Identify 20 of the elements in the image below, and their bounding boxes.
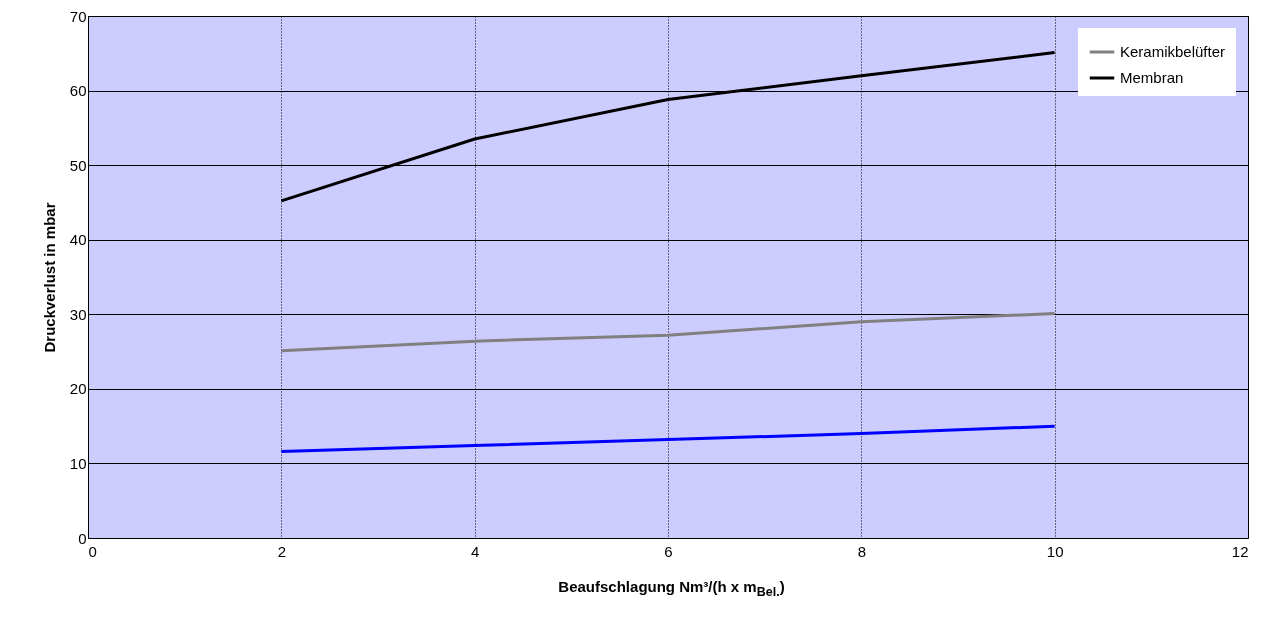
y-tick-label: 70 <box>69 7 87 25</box>
y-axis-title: Druckverlust in mbar <box>40 202 58 353</box>
x-tick-label: 2 <box>277 542 287 560</box>
y-tick-label: 30 <box>69 305 87 323</box>
y-tick-label: 20 <box>69 380 87 398</box>
x-tick-label: 6 <box>664 542 673 560</box>
y-tick-label: 0 <box>78 529 87 547</box>
x-axis-title: Beaufschlagung Nm³/(h x m$_{Bel.}$) <box>557 578 786 599</box>
legend-label: Membran <box>1120 69 1184 86</box>
legend-label: Keramikbelüfter <box>1120 43 1226 60</box>
x-tick-label: 10 <box>1046 542 1064 560</box>
y-tick-label: 40 <box>69 231 87 249</box>
x-tick-label: 12 <box>1231 542 1249 560</box>
line-series <box>279 312 1057 353</box>
x-tick-label: 4 <box>470 542 480 560</box>
line-series <box>279 424 1057 453</box>
y-tick-label: 50 <box>69 156 87 174</box>
y-tick-label: 60 <box>69 82 87 100</box>
y-tick-label: 10 <box>69 454 87 472</box>
x-tick-label: 8 <box>857 542 867 560</box>
